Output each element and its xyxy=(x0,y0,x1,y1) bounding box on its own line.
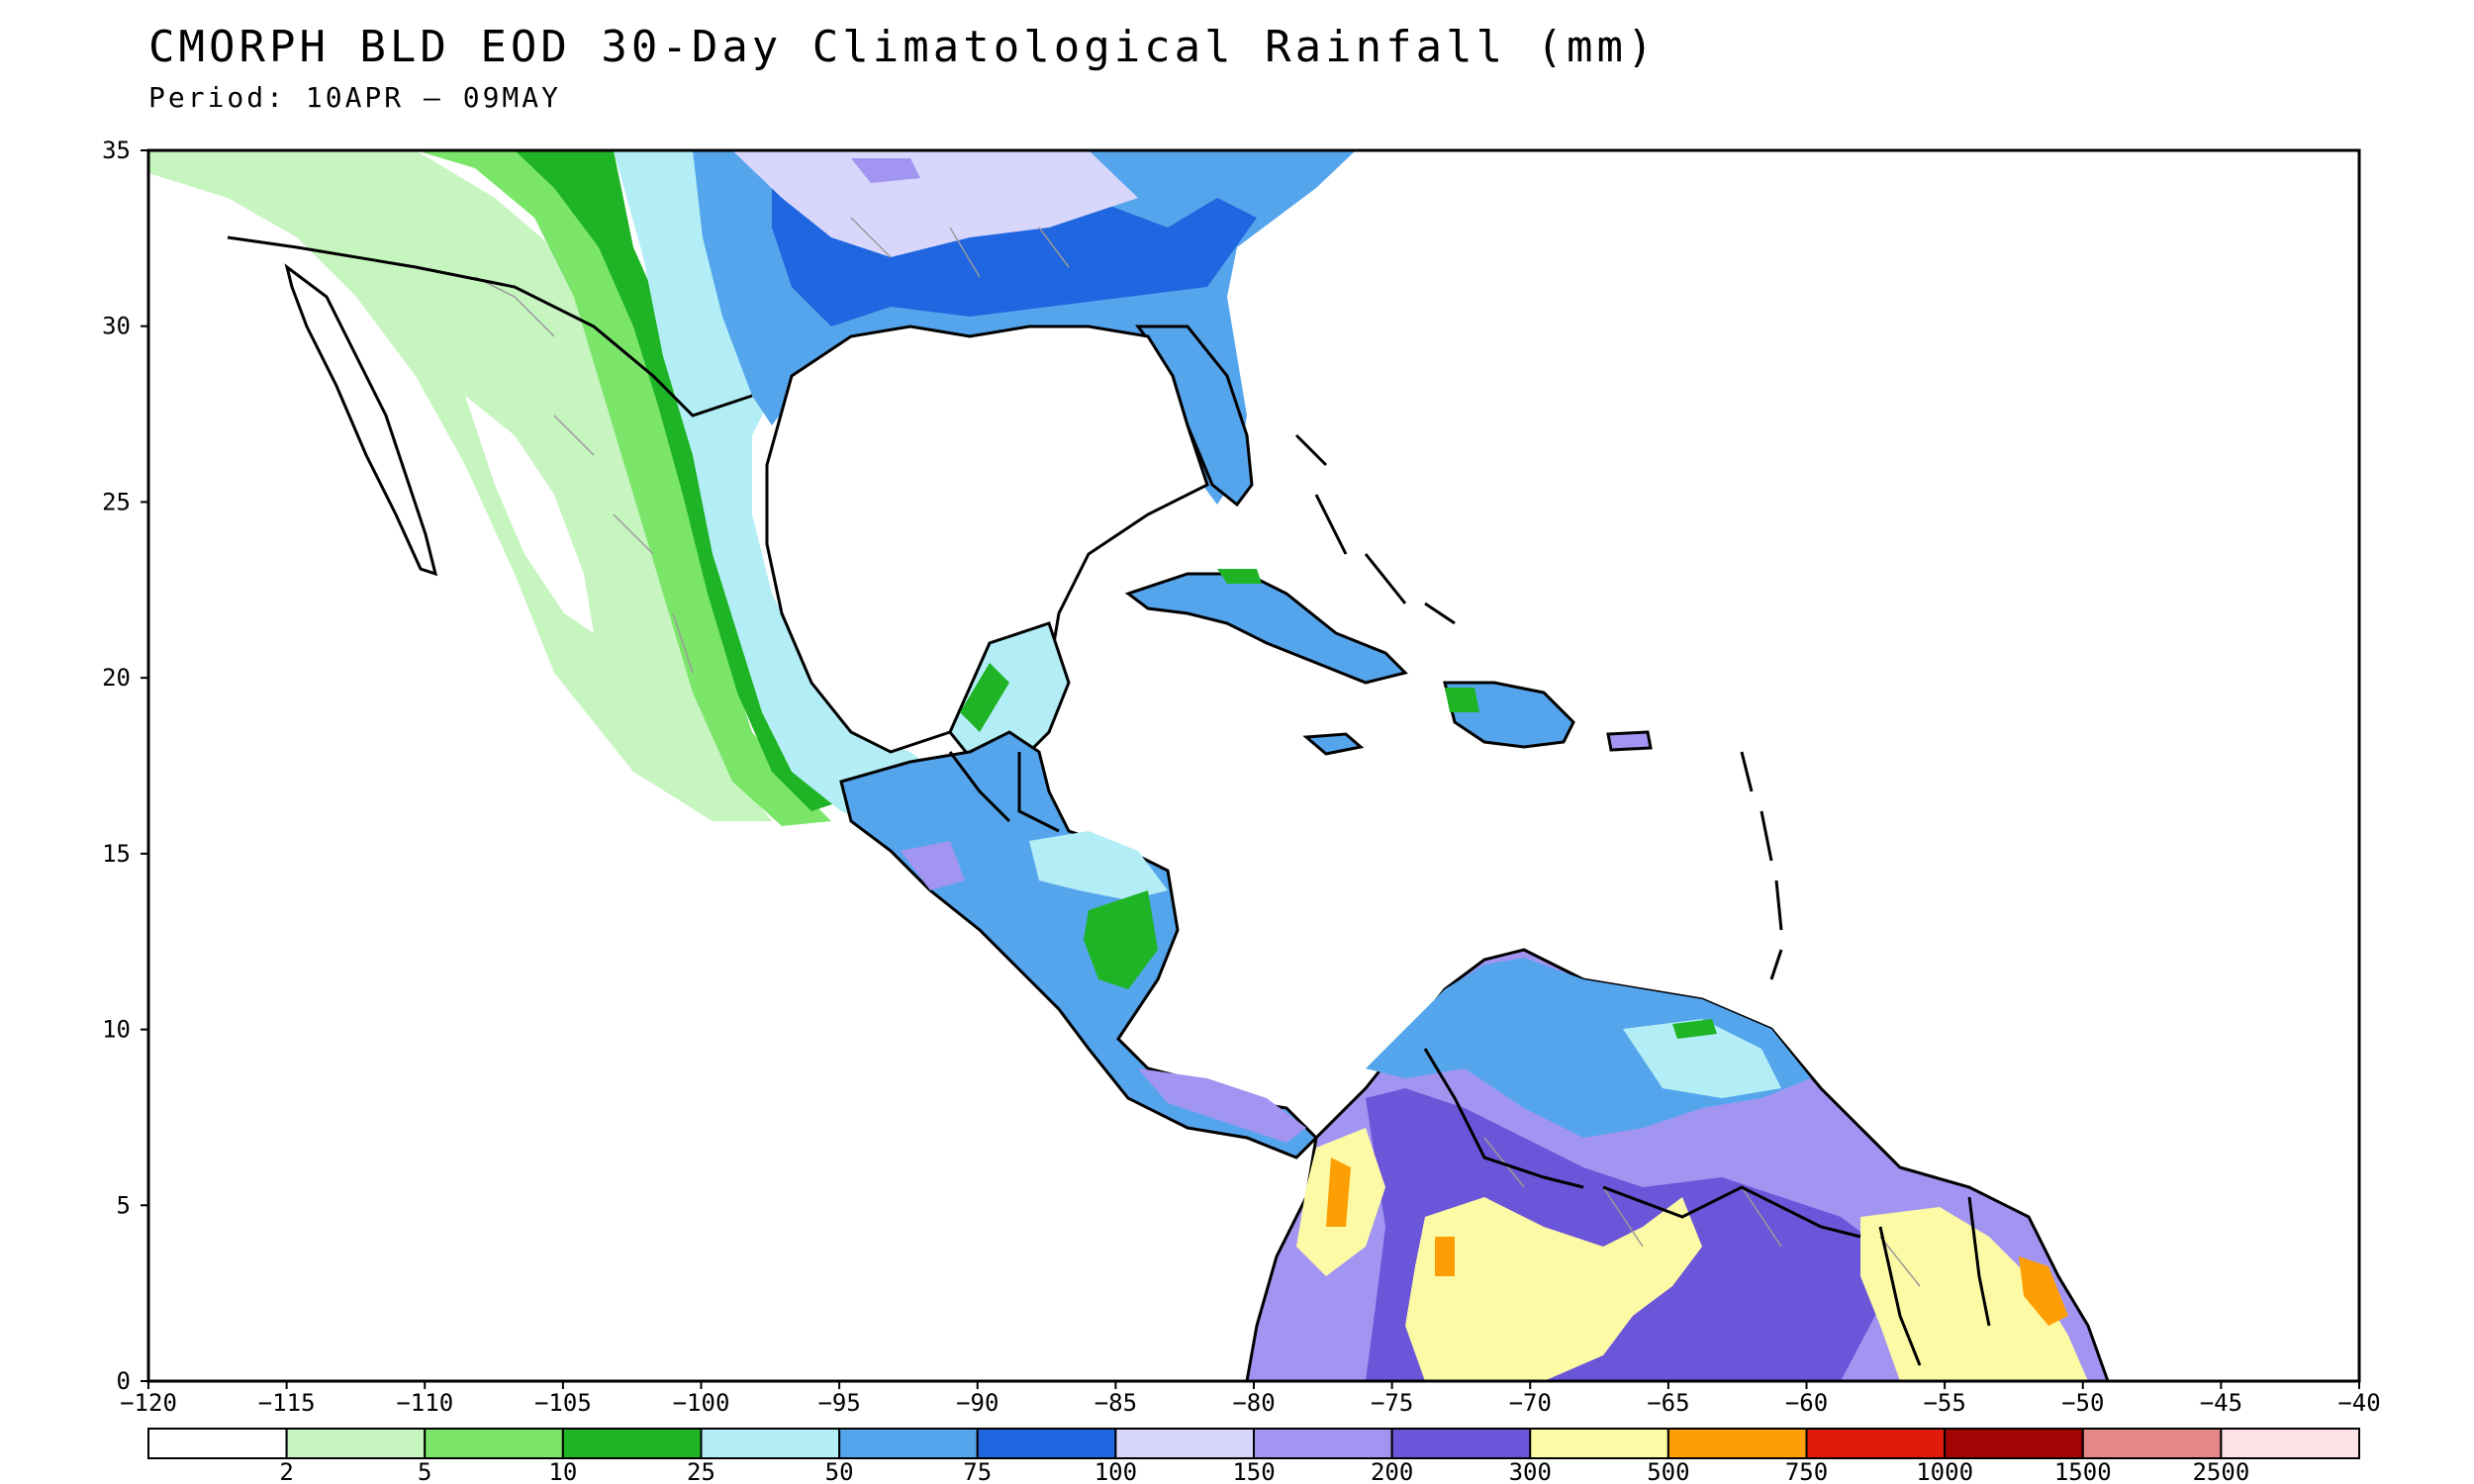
lon-tick-label: −95 xyxy=(817,1389,860,1417)
amazon-yellow-east xyxy=(1860,1207,2088,1381)
amazon-orange xyxy=(1435,1237,1455,1276)
legend-swatch xyxy=(424,1428,564,1459)
lat-tick-label: 5 xyxy=(117,1191,131,1219)
map-period: Period: 10APR – 09MAY xyxy=(148,81,562,114)
baja-peninsula xyxy=(284,263,438,577)
lon-tick-label: −55 xyxy=(1923,1389,1965,1417)
longitude-axis: −120 −115 −110 −105 −100 −95 −90 −85 −80 −75 −70 −6… xyxy=(120,1381,2381,1417)
legend-swatch xyxy=(2081,1428,2223,1459)
hispaniola xyxy=(1443,681,1575,749)
jamaica xyxy=(1302,732,1365,756)
lat-tick-label: 35 xyxy=(102,137,131,164)
legend-label: 10 xyxy=(548,1458,577,1484)
legend-label: 5 xyxy=(418,1458,431,1484)
puerto-rico xyxy=(1606,730,1653,752)
lon-tick-label: −45 xyxy=(2200,1389,2242,1417)
legend-swatch xyxy=(1114,1428,1255,1459)
legend-swatch xyxy=(285,1428,427,1459)
lon-tick-label: −105 xyxy=(534,1389,592,1417)
east-mexico-cyan xyxy=(614,150,1039,890)
yucatan-green xyxy=(960,663,1009,732)
lon-tick-label: −65 xyxy=(1647,1389,1689,1417)
amazon-yellow xyxy=(1405,1197,1702,1381)
legend-label: 75 xyxy=(963,1458,992,1484)
legend-swatch xyxy=(1529,1428,1669,1459)
cuba-green xyxy=(1217,569,1262,584)
guatemala-lavender xyxy=(901,841,965,890)
legend-label: 1000 xyxy=(1916,1458,1973,1484)
admin-boundaries xyxy=(474,217,1921,1287)
colombia-orange xyxy=(1326,1158,1351,1227)
legend-label: 1500 xyxy=(2054,1458,2112,1484)
legend-swatch xyxy=(561,1428,703,1459)
honduras-cyan xyxy=(1029,831,1168,900)
lat-tick-label: 30 xyxy=(102,313,131,340)
national-borders xyxy=(227,235,1991,1366)
lat-tick-label: 20 xyxy=(102,664,131,692)
texas-lavender xyxy=(851,158,920,183)
lat-tick-label: 10 xyxy=(102,1016,131,1044)
map-title: CMORPH BLD EOD 30-Day Climatological Rai… xyxy=(148,22,1658,72)
nw-mexico-region xyxy=(148,150,772,821)
lat-tick-label: 25 xyxy=(102,488,131,515)
venezuela-green xyxy=(1672,1019,1717,1039)
venezuela-cyan xyxy=(1623,1019,1781,1098)
color-legend: 2 5 10 25 50 75 100 150 200 300 500 750 1000 1500 2500 xyxy=(147,1428,2360,1484)
legend-label: 150 xyxy=(1232,1458,1275,1484)
legend-label: 25 xyxy=(687,1458,715,1484)
legend-label: 2 xyxy=(279,1458,293,1484)
amapa-orange xyxy=(2019,1256,2068,1326)
lon-tick-label: −70 xyxy=(1509,1389,1552,1417)
lat-tick-label: 15 xyxy=(102,840,131,868)
lon-tick-label: −90 xyxy=(956,1389,999,1417)
legend-swatch xyxy=(1253,1428,1393,1459)
rainfall-fields xyxy=(148,150,2110,1381)
lon-tick-label: −115 xyxy=(258,1389,316,1417)
legend-label: 100 xyxy=(1094,1458,1137,1484)
lon-tick-label: −110 xyxy=(396,1389,453,1417)
legend-label: 300 xyxy=(1509,1458,1552,1484)
legend-swatch xyxy=(1390,1428,1532,1459)
legend-label: 750 xyxy=(1785,1458,1828,1484)
hispaniola-green xyxy=(1445,688,1479,712)
legend-swatch xyxy=(1666,1428,1808,1459)
lat-tick-label: 0 xyxy=(117,1367,131,1395)
legend-swatch xyxy=(1944,1428,2084,1459)
lon-tick-label: −80 xyxy=(1232,1389,1275,1417)
legend-label: 2500 xyxy=(2192,1458,2249,1484)
legend-swatch xyxy=(2220,1428,2360,1459)
lon-tick-label: −120 xyxy=(120,1389,177,1417)
legend-label: 500 xyxy=(1647,1458,1689,1484)
legend-swatch xyxy=(147,1428,288,1459)
lon-tick-label: −85 xyxy=(1094,1389,1137,1417)
se-usa-lavender xyxy=(732,150,1138,257)
legend-swatch xyxy=(700,1428,841,1459)
lon-tick-label: −50 xyxy=(2061,1389,2104,1417)
lon-tick-label: −75 xyxy=(1371,1389,1413,1417)
lon-tick-label: −100 xyxy=(673,1389,730,1417)
legend-label: 200 xyxy=(1371,1458,1413,1484)
lon-tick-label: −40 xyxy=(2337,1389,2380,1417)
lon-tick-label: −60 xyxy=(1785,1389,1828,1417)
gulf-of-mexico xyxy=(765,325,1209,754)
legend-label: 50 xyxy=(825,1458,854,1484)
nw-mexico-dry xyxy=(465,396,594,633)
nicaragua-green xyxy=(1084,890,1158,989)
legend-swatch xyxy=(976,1428,1117,1459)
legend-swatch xyxy=(1805,1428,1947,1459)
lesser-antilles xyxy=(1740,751,1783,980)
legend-swatch xyxy=(838,1428,979,1459)
panama-lavender xyxy=(1138,1068,1306,1143)
latitude-axis: 0 5 10 15 20 25 30 35 xyxy=(102,137,148,1395)
bahamas xyxy=(1294,433,1456,625)
